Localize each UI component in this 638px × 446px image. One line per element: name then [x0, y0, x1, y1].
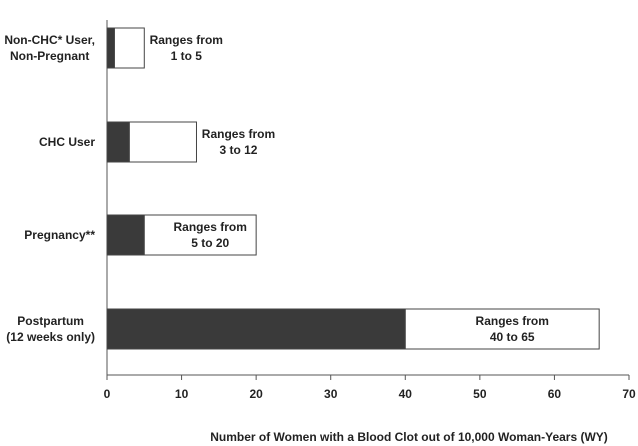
x-tick-label: 30	[324, 387, 338, 401]
category-label: CHC User	[38, 135, 95, 149]
annotation: Ranges from 1 to 5	[149, 33, 223, 63]
x-tick-label: 10	[175, 387, 189, 401]
category-label: Pregnancy**	[24, 228, 95, 242]
bar-segment	[106, 27, 115, 69]
x-axis-label: Number of Women with a Blood Clot out of…	[210, 430, 608, 444]
x-tick-label: 0	[104, 387, 111, 401]
bar-segment	[106, 121, 130, 163]
x-tick-label: 70	[622, 387, 636, 401]
x-tick-label: 50	[473, 387, 487, 401]
category-label: Non-CHC* User, Non-Pregnant	[4, 33, 95, 63]
bar-segment	[106, 308, 406, 350]
bar-segment	[128, 121, 197, 163]
annotation: Ranges from 3 to 12	[201, 127, 276, 157]
bar-segment	[143, 214, 257, 256]
x-tick-label: 40	[399, 387, 413, 401]
annotation: Ranges from 5 to 20	[173, 220, 247, 250]
x-tick-label: 60	[548, 387, 562, 401]
x-tick-label: 20	[249, 387, 263, 401]
category-label: Postpartum (12 weeks only)	[6, 314, 95, 344]
annotation: Ranges from 40 to 65	[475, 314, 549, 344]
bar-segment	[113, 27, 145, 69]
bar-segment	[404, 308, 600, 350]
bar-segment	[106, 214, 145, 256]
